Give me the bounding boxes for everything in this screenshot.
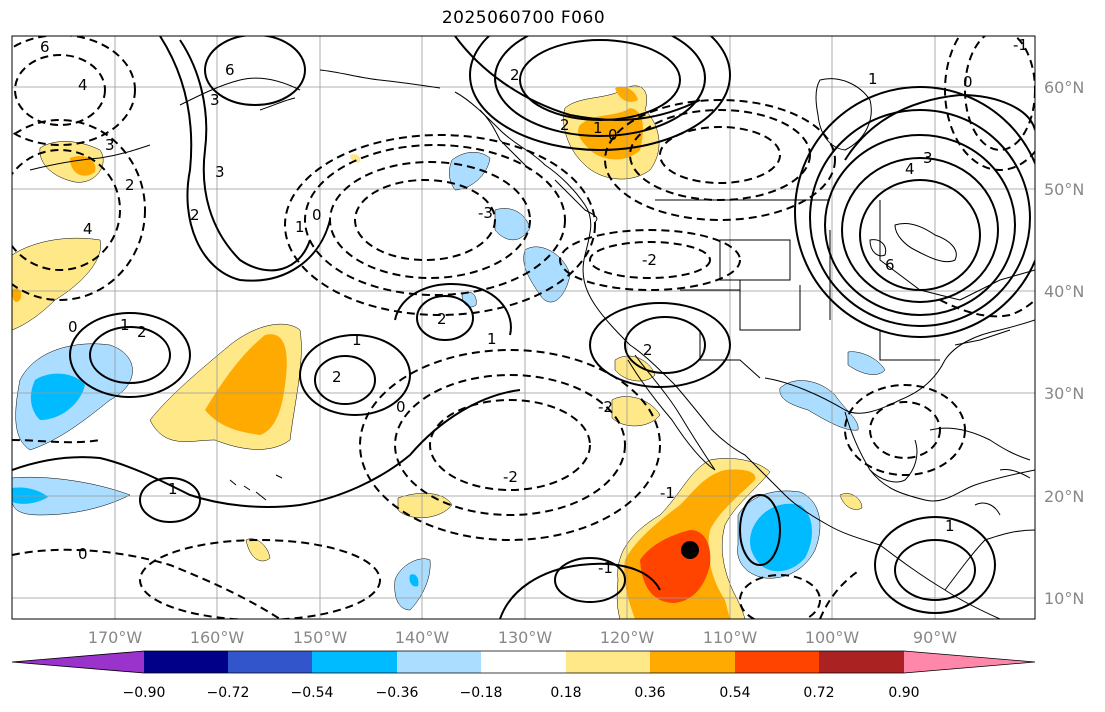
- lat-tick-label: 30°N: [1044, 384, 1084, 403]
- contour-label: -1: [660, 484, 675, 502]
- map-background: [12, 36, 1035, 619]
- colorbar-segment: [312, 651, 397, 673]
- contour-label: 3: [923, 149, 933, 167]
- lon-tick-label: 100°W: [805, 628, 860, 647]
- contour-label: 0: [396, 398, 406, 416]
- contour-label: 2: [137, 323, 147, 341]
- contour-label: 4: [905, 160, 915, 178]
- contour-labels: 6 4 3 2 1 0 2 3 4 6 3 2 1 0 -1 -2 -3 -2 …: [40, 36, 1028, 577]
- contour-label: 1: [352, 331, 362, 349]
- colorbar-tick-label: 0.18: [550, 685, 581, 701]
- lat-tick-label: 40°N: [1044, 282, 1084, 301]
- contour-label: 1: [868, 70, 878, 88]
- colorbar-tick-label: −0.36: [376, 685, 419, 701]
- contour-label: 2: [125, 176, 135, 194]
- colorbar-segment: [819, 651, 904, 673]
- contour-label: -2: [598, 398, 613, 416]
- longitude-axis: 170°W 160°W 150°W 140°W 130°W 120°W 110°…: [88, 628, 957, 647]
- positive-contours: [12, 36, 1035, 619]
- contour-label: 2: [437, 310, 447, 328]
- contour-label: 3: [210, 91, 220, 109]
- colorbar-outline: [11, 650, 1036, 674]
- colorbar-tick-label: −0.18: [460, 685, 503, 701]
- colorbar-tick-label: 0.72: [803, 685, 834, 701]
- colorbar-segment: [397, 651, 481, 673]
- latitude-axis: 60°N 50°N 40°N 30°N 20°N 10°N: [1044, 78, 1084, 608]
- contour-label: 2: [190, 206, 200, 224]
- contour-label: 6: [885, 256, 895, 274]
- contour-label: 6: [40, 38, 50, 56]
- colorbar-segment: [904, 651, 1035, 673]
- colorbar-segment: [735, 651, 819, 673]
- lat-tick-label: 20°N: [1044, 487, 1084, 506]
- contour-label: 1: [487, 330, 497, 348]
- contour-label: 3: [105, 136, 115, 154]
- colorbar-tick-label: 0.54: [719, 685, 750, 701]
- storm-marker-dot: [681, 541, 699, 559]
- lat-tick-label: 60°N: [1044, 78, 1084, 97]
- contour-label: -2: [642, 251, 657, 269]
- lon-tick-label: 110°W: [703, 628, 758, 647]
- contour-label: -1: [1013, 36, 1028, 54]
- colorbar-segment: [144, 651, 228, 673]
- contour-label: 0: [312, 206, 322, 224]
- contour-label: -2: [503, 468, 518, 486]
- contour-label: -1: [598, 559, 613, 577]
- contour-label: 2: [510, 66, 520, 84]
- contour-label: 6: [225, 61, 235, 79]
- lon-tick-label: 150°W: [293, 628, 348, 647]
- contour-label: 0: [78, 545, 88, 563]
- contour-label: 4: [78, 76, 88, 94]
- contour-label: 2: [332, 368, 342, 386]
- contour-label: 1: [945, 517, 955, 535]
- lon-tick-label: 160°W: [190, 628, 245, 647]
- contour-label: 1: [120, 316, 130, 334]
- contour-label: -3: [478, 204, 493, 222]
- colorbar-tick-label: −0.90: [123, 685, 166, 701]
- colorbar-tick-label: 0.90: [888, 685, 919, 701]
- contour-label: 0: [68, 318, 78, 336]
- lon-tick-label: 120°W: [600, 628, 655, 647]
- colorbar-segment: [650, 651, 735, 673]
- lon-tick-label: 130°W: [498, 628, 553, 647]
- colorbar-segment: [228, 651, 312, 673]
- colorbar-tick-label: 0.36: [634, 685, 665, 701]
- colorbar-tick-label: −0.54: [291, 685, 334, 701]
- lon-tick-label: 90°W: [913, 628, 957, 647]
- coastlines: [29, 69, 1035, 619]
- map-frame: [11, 35, 1036, 620]
- contour-label: 2: [643, 341, 653, 359]
- contour-label: 4: [83, 220, 93, 238]
- colorbar: −0.90 −0.72 −0.54 −0.36 −0.18 0.18 0.36 …: [11, 650, 1036, 701]
- contour-label: 0: [608, 126, 618, 144]
- contour-label: 1: [168, 480, 178, 498]
- graticule: [12, 36, 1035, 619]
- contour-label: 2: [560, 116, 570, 134]
- contour-label: 0: [963, 73, 973, 91]
- lat-tick-label: 50°N: [1044, 180, 1084, 199]
- contour-label: 1: [593, 119, 603, 137]
- negative-contours: [12, 36, 1035, 619]
- colorbar-segment: [566, 651, 650, 673]
- contour-label: 3: [215, 163, 225, 181]
- colorbar-tick-label: −0.72: [207, 685, 250, 701]
- lon-tick-label: 140°W: [395, 628, 450, 647]
- colorbar-segment: [12, 651, 144, 673]
- contour-label: 1: [295, 218, 305, 236]
- colorbar-segment: [481, 651, 566, 673]
- lat-tick-label: 10°N: [1044, 589, 1084, 608]
- map-title: 2025060700 F060: [441, 8, 606, 28]
- lon-tick-label: 170°W: [88, 628, 143, 647]
